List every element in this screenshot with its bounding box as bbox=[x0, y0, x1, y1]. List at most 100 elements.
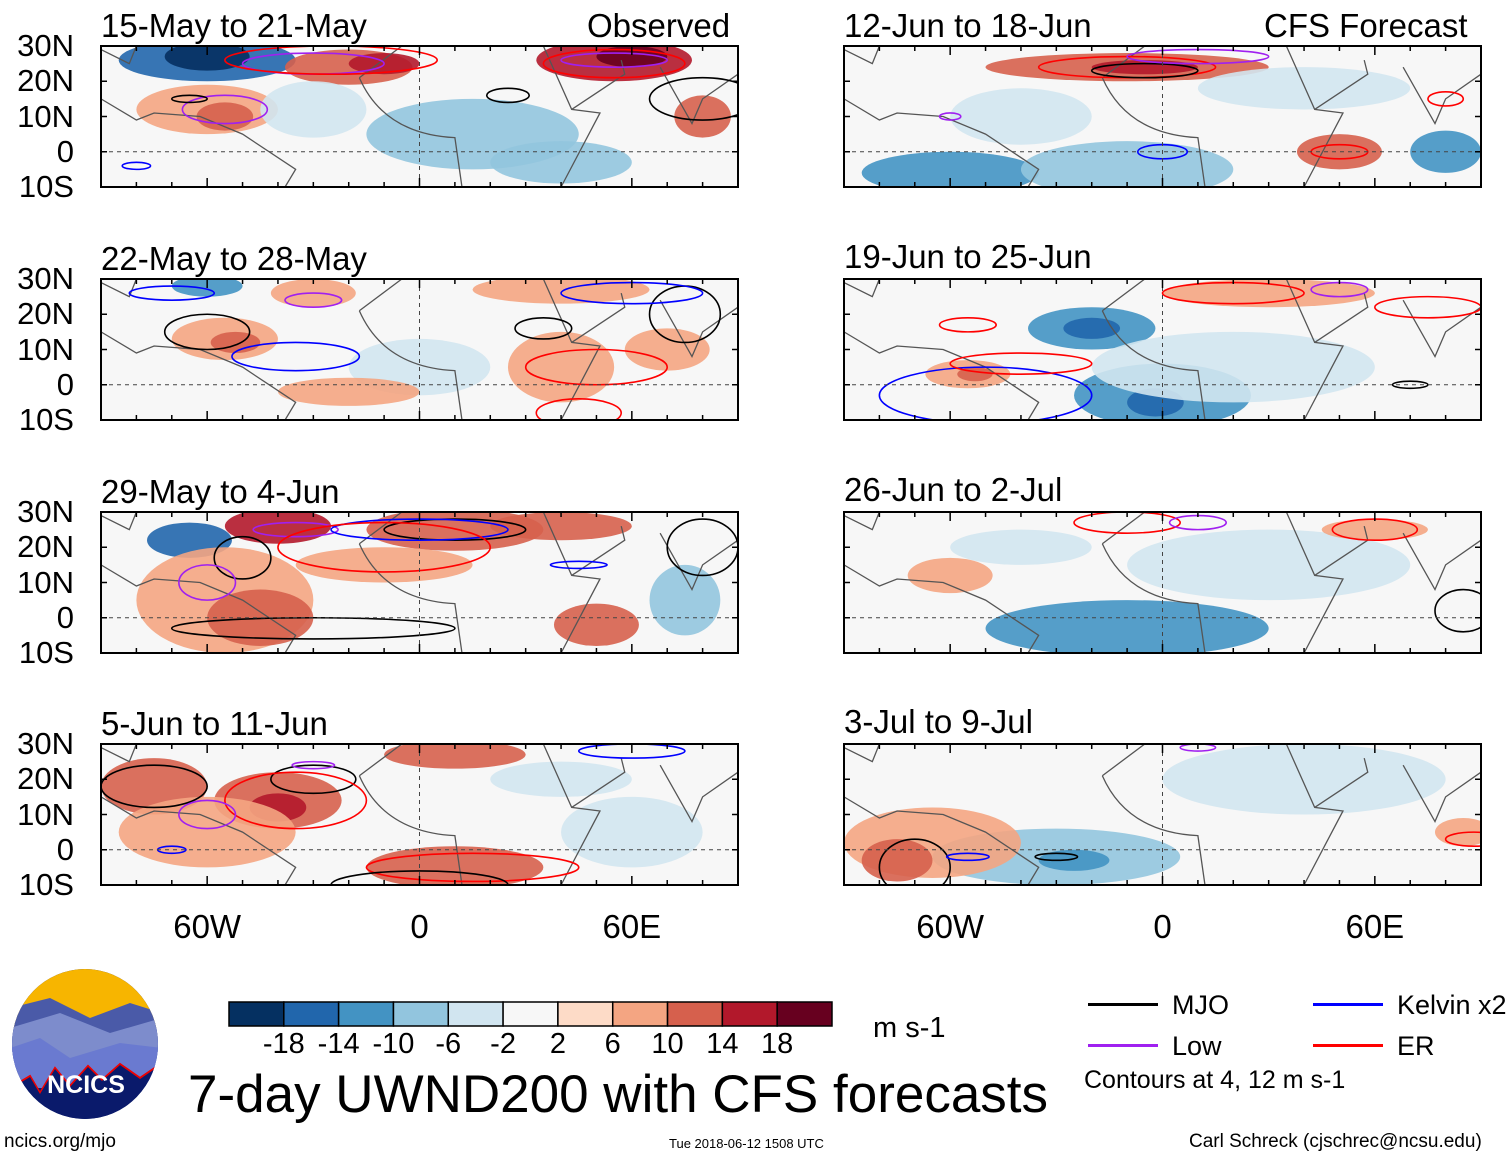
colorbar-swatch bbox=[392, 1001, 450, 1027]
lat-label: 10N bbox=[17, 564, 74, 600]
legend-label: Kelvin x2 bbox=[1397, 990, 1507, 1020]
filter-contour bbox=[213, 535, 272, 580]
observed-label: Observed bbox=[587, 7, 731, 44]
lat-label: 30N bbox=[17, 726, 74, 761]
filter-contour bbox=[1427, 91, 1465, 107]
lat-label: 20N bbox=[17, 761, 74, 797]
lat-label: 10S bbox=[18, 635, 74, 670]
wind-shading bbox=[472, 278, 650, 304]
colorbar-swatch bbox=[776, 1001, 833, 1027]
colorbar-label: -2 bbox=[490, 1028, 516, 1060]
logo-text: NCICS bbox=[47, 1071, 125, 1099]
filter-contour bbox=[170, 94, 208, 104]
filter-contour bbox=[945, 852, 990, 862]
colorbar-swatch bbox=[666, 1001, 724, 1027]
filter-contour bbox=[383, 518, 527, 541]
wind-shading bbox=[490, 512, 632, 541]
wind-shading bbox=[561, 796, 703, 868]
colorbar-swatch bbox=[283, 1001, 340, 1027]
lat-label: 0 bbox=[56, 599, 74, 635]
filter-contour bbox=[178, 799, 237, 830]
wind-shading bbox=[1038, 849, 1110, 871]
colorbar-label: 10 bbox=[651, 1028, 684, 1060]
panel-frame bbox=[843, 278, 1482, 421]
lat-label: 10S bbox=[18, 169, 74, 204]
wind-shading bbox=[985, 600, 1269, 654]
coastline bbox=[843, 45, 1482, 188]
panel-title: 29-May to 4-Jun bbox=[101, 473, 340, 510]
filter-contour bbox=[270, 764, 357, 795]
wind-shading bbox=[1321, 519, 1428, 541]
lat-label: 10N bbox=[17, 796, 74, 832]
wind-shading bbox=[1127, 529, 1411, 601]
wind-shading bbox=[224, 511, 332, 544]
panel-title: 12-Jun to 18-Jun bbox=[844, 7, 1092, 44]
colorbar-label: -10 bbox=[372, 1028, 415, 1060]
lat-label: 10N bbox=[17, 98, 74, 134]
filter-contour bbox=[949, 352, 1093, 375]
footer-timestamp: Tue 2018-06-12 1508 UTC bbox=[669, 1136, 824, 1151]
contour-note: Contours at 4, 12 m s-1 bbox=[1084, 1066, 1346, 1094]
lat-label: 30N bbox=[17, 28, 74, 63]
lat-label: 0 bbox=[56, 133, 74, 169]
filter-contour bbox=[1391, 380, 1429, 390]
coastline bbox=[843, 743, 1482, 886]
wind-shading bbox=[118, 796, 296, 868]
legend-line bbox=[1088, 1003, 1158, 1006]
colorbar-label: 6 bbox=[604, 1028, 621, 1060]
map-panel bbox=[100, 743, 739, 886]
footer-url[interactable]: ncics.org/mjo bbox=[4, 1131, 116, 1152]
wind-shading bbox=[861, 151, 1039, 188]
coastline bbox=[100, 45, 739, 188]
filter-contour bbox=[163, 313, 251, 351]
lat-label: 20N bbox=[17, 296, 74, 332]
colorbar-label: -18 bbox=[262, 1028, 305, 1060]
filter-contour bbox=[224, 771, 368, 830]
legend-label: Low bbox=[1172, 1031, 1222, 1061]
lon-label: 60E bbox=[1345, 908, 1405, 945]
lat-label: 20N bbox=[17, 63, 74, 99]
panel-title: 19-Jun to 25-Jun bbox=[844, 238, 1092, 275]
map-panel bbox=[843, 511, 1482, 654]
coastline bbox=[100, 511, 739, 654]
lon-label: 0 bbox=[1153, 908, 1172, 945]
filter-contour bbox=[178, 564, 237, 601]
filter-contour bbox=[252, 521, 339, 538]
colorbar-swatch bbox=[337, 1001, 395, 1027]
panel-frame bbox=[843, 743, 1482, 886]
filter-contour bbox=[542, 48, 686, 79]
lat-label: 20N bbox=[17, 529, 74, 565]
filter-contour bbox=[284, 292, 343, 308]
figure-title: 7-day UWND200 with CFS forecasts bbox=[188, 1065, 1049, 1124]
legend-line bbox=[1088, 1044, 1158, 1047]
lat-label: 0 bbox=[56, 366, 74, 402]
filter-contour bbox=[1090, 62, 1199, 79]
panel-frame bbox=[100, 743, 739, 886]
filter-contour bbox=[878, 366, 1093, 421]
wind-shading bbox=[260, 81, 367, 138]
filter-contour bbox=[121, 161, 152, 171]
lat-label: 10N bbox=[17, 331, 74, 367]
filter-contour bbox=[938, 316, 997, 333]
coastline bbox=[100, 743, 739, 886]
colorbar-label: 14 bbox=[706, 1028, 739, 1060]
filter-contour bbox=[231, 341, 361, 372]
colorbar-swatch bbox=[502, 1001, 559, 1027]
wind-shading bbox=[1020, 141, 1234, 188]
lat-label: 0 bbox=[56, 831, 74, 867]
wind-shading bbox=[553, 603, 639, 646]
colorbar-label: 2 bbox=[549, 1028, 566, 1060]
filter-contour bbox=[648, 76, 739, 121]
panel-title: 22-May to 28-May bbox=[101, 240, 367, 277]
filter-contour bbox=[560, 52, 669, 68]
wind-shading bbox=[1063, 317, 1121, 339]
wind-shading bbox=[490, 761, 632, 797]
lat-label: 30N bbox=[17, 494, 74, 529]
map-panel bbox=[100, 278, 739, 421]
colorbar-swatch bbox=[611, 1001, 669, 1027]
filter-contour bbox=[170, 616, 456, 640]
legend-line bbox=[1313, 1003, 1383, 1006]
filter-contour bbox=[878, 838, 951, 886]
wind-shading bbox=[1162, 279, 1375, 308]
filter-contour bbox=[514, 316, 573, 340]
